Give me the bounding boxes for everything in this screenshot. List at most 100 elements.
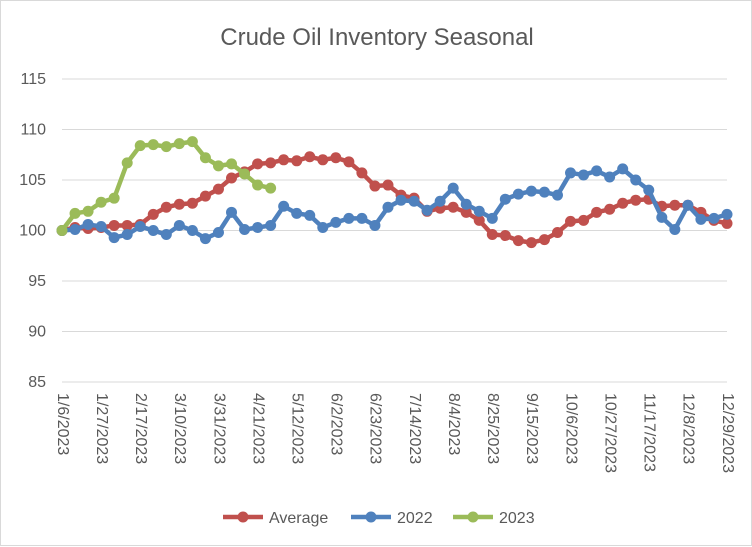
data-point bbox=[186, 136, 198, 148]
legend-item: 2022 bbox=[351, 510, 433, 527]
data-point bbox=[669, 223, 681, 235]
x-tick-label: 12/8/2023 bbox=[680, 393, 697, 464]
data-point bbox=[630, 194, 642, 206]
series-line bbox=[59, 139, 273, 233]
x-tick-label: 4/21/2023 bbox=[249, 393, 266, 464]
series-2023 bbox=[56, 136, 277, 236]
data-point bbox=[512, 188, 524, 200]
y-tick-label: 85 bbox=[28, 374, 46, 391]
data-point bbox=[343, 212, 355, 224]
data-point bbox=[551, 227, 563, 239]
y-tick-label: 115 bbox=[20, 71, 46, 88]
data-point bbox=[395, 194, 407, 206]
data-point bbox=[226, 158, 238, 170]
data-point bbox=[460, 198, 472, 210]
data-point bbox=[486, 229, 498, 241]
data-point bbox=[486, 212, 498, 224]
x-tick-label: 8/4/2023 bbox=[445, 393, 462, 455]
y-tick-label: 95 bbox=[28, 273, 46, 290]
data-point bbox=[265, 219, 277, 231]
series-line bbox=[59, 154, 730, 245]
data-point bbox=[278, 154, 290, 166]
data-point bbox=[682, 199, 694, 211]
data-point bbox=[578, 169, 590, 181]
data-point bbox=[434, 195, 446, 207]
data-point bbox=[538, 186, 550, 198]
data-point bbox=[356, 167, 368, 179]
gridlines bbox=[62, 78, 727, 383]
series-2022 bbox=[56, 163, 733, 245]
data-point bbox=[147, 139, 159, 151]
x-tick-label: 5/12/2023 bbox=[288, 393, 305, 464]
data-point bbox=[473, 214, 485, 226]
data-point bbox=[604, 171, 616, 183]
x-tick-label: 10/27/2023 bbox=[601, 393, 618, 473]
data-point bbox=[330, 216, 342, 228]
data-point bbox=[643, 184, 655, 196]
data-point bbox=[95, 196, 107, 208]
data-point bbox=[695, 213, 707, 225]
x-tick-label: 2/17/2023 bbox=[132, 393, 149, 464]
data-point bbox=[578, 214, 590, 226]
data-point bbox=[226, 206, 238, 218]
x-tick-label: 3/31/2023 bbox=[210, 393, 227, 464]
y-tick-label: 110 bbox=[20, 122, 46, 139]
x-tick-label: 7/14/2023 bbox=[406, 393, 423, 464]
data-point bbox=[199, 152, 211, 164]
chart-title: Crude Oil Inventory Seasonal bbox=[220, 24, 534, 51]
data-point bbox=[656, 211, 668, 223]
data-point bbox=[147, 225, 159, 236]
data-point bbox=[199, 233, 211, 245]
legend-label: 2023 bbox=[499, 510, 535, 527]
data-point bbox=[265, 182, 277, 194]
data-point bbox=[591, 165, 603, 177]
x-tick-label: 8/25/2023 bbox=[484, 393, 501, 464]
data-point bbox=[369, 219, 381, 231]
data-point bbox=[382, 179, 394, 191]
data-point bbox=[226, 172, 238, 184]
data-point bbox=[147, 208, 159, 220]
legend-marker bbox=[467, 511, 479, 523]
legend: Average 2022 2023 bbox=[223, 510, 535, 527]
data-point bbox=[291, 155, 303, 167]
data-point bbox=[108, 232, 120, 244]
x-tick-label: 11/17/2023 bbox=[641, 393, 658, 472]
y-tick-label: 105 bbox=[19, 172, 46, 189]
data-point bbox=[108, 192, 120, 204]
data-point bbox=[565, 167, 577, 179]
data-point bbox=[669, 199, 681, 211]
data-point bbox=[721, 217, 733, 229]
series-group bbox=[56, 136, 733, 249]
data-point bbox=[460, 206, 472, 218]
data-point bbox=[512, 235, 524, 247]
data-point bbox=[525, 237, 537, 249]
data-point bbox=[239, 223, 251, 235]
data-point bbox=[565, 215, 577, 227]
data-point bbox=[56, 225, 68, 236]
data-point bbox=[82, 218, 94, 230]
data-point bbox=[721, 208, 733, 220]
data-point bbox=[499, 230, 511, 242]
data-point bbox=[173, 138, 185, 150]
x-tick-label: 12/29/2023 bbox=[719, 393, 736, 473]
data-point bbox=[173, 198, 185, 210]
data-point bbox=[212, 227, 224, 239]
data-point bbox=[173, 219, 185, 231]
data-point bbox=[199, 190, 211, 202]
data-point bbox=[317, 154, 329, 166]
data-point bbox=[499, 193, 511, 205]
data-point bbox=[330, 152, 342, 164]
series-line bbox=[59, 166, 730, 241]
data-point bbox=[160, 141, 172, 153]
data-point bbox=[239, 168, 251, 180]
data-point bbox=[473, 205, 485, 217]
data-point bbox=[617, 197, 629, 209]
data-point bbox=[617, 163, 629, 175]
data-point bbox=[447, 182, 459, 194]
data-point bbox=[186, 225, 198, 236]
data-point bbox=[160, 201, 172, 213]
data-point bbox=[304, 151, 316, 163]
data-point bbox=[252, 179, 264, 191]
legend-marker bbox=[365, 511, 377, 523]
